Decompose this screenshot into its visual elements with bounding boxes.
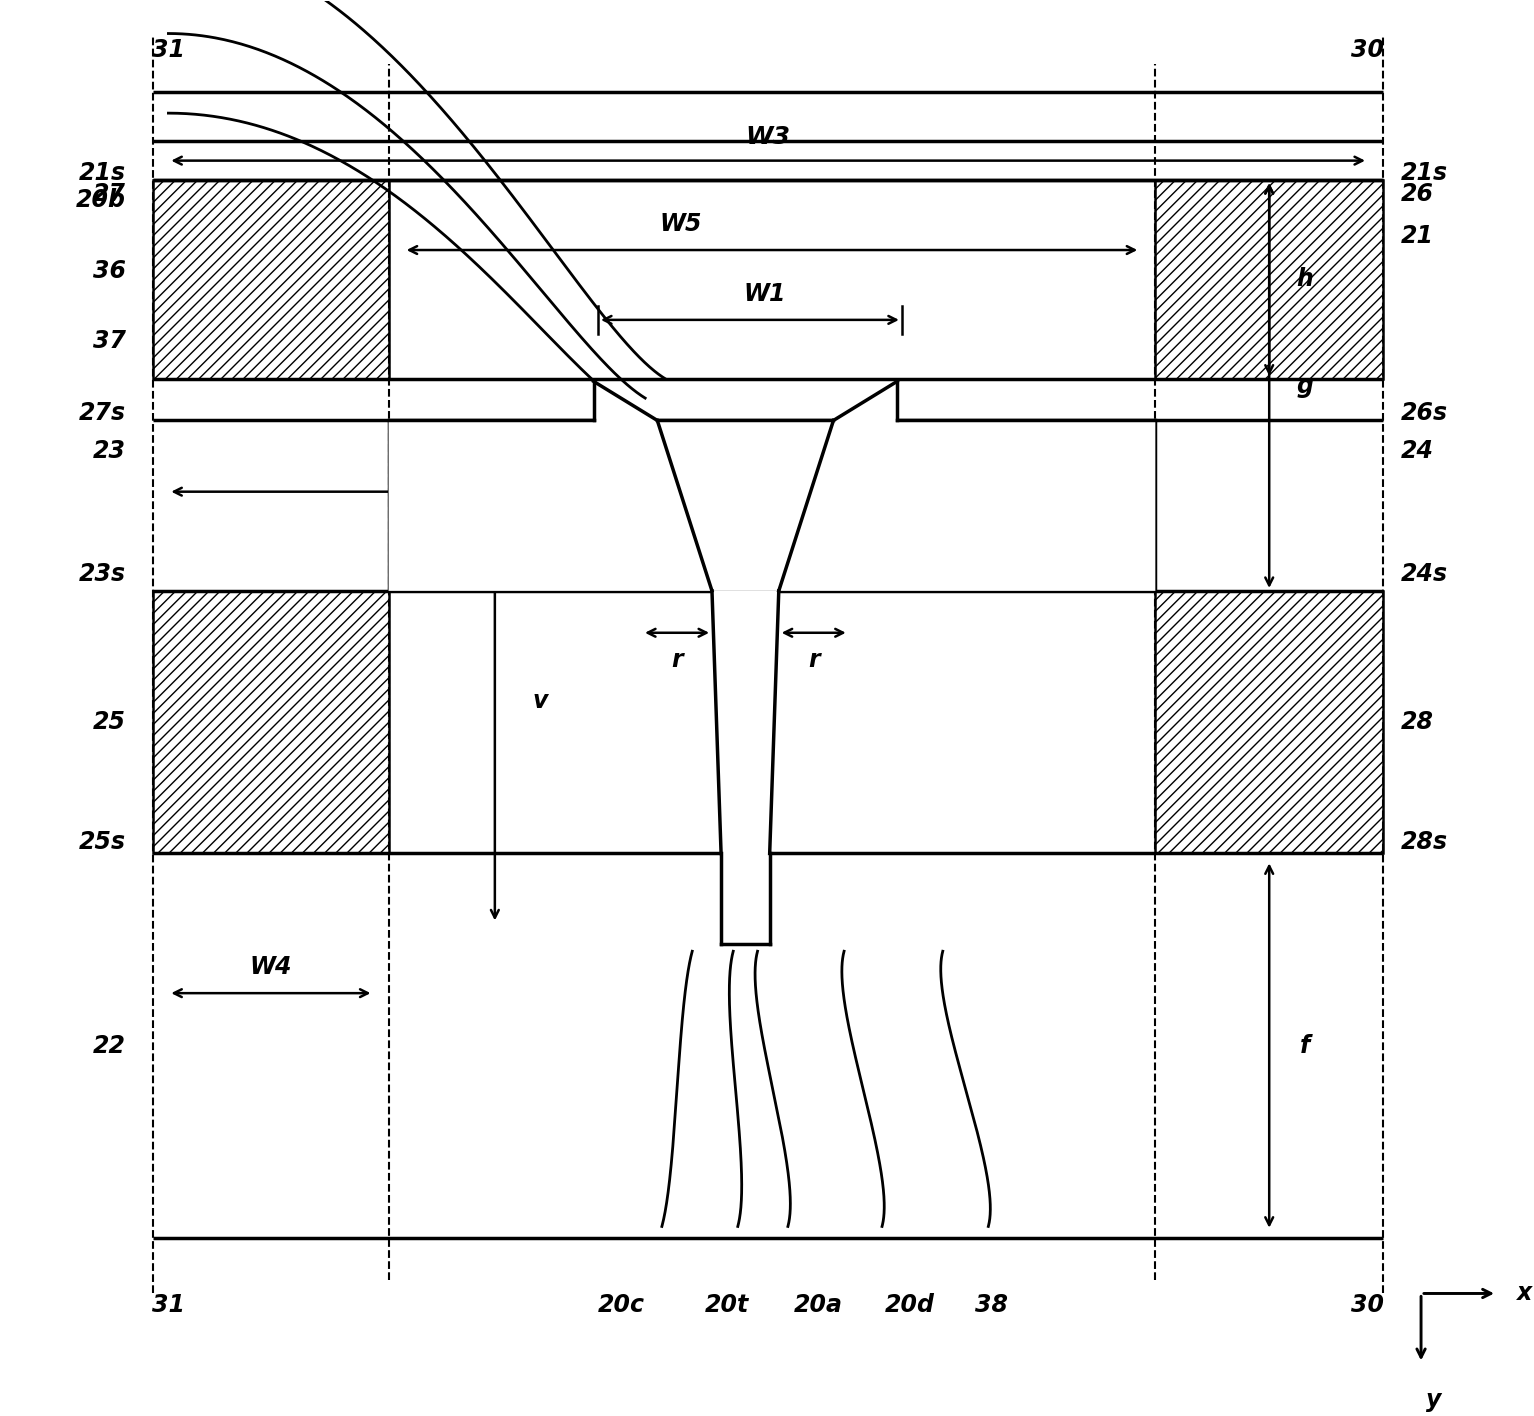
Text: v: v xyxy=(532,690,548,714)
Text: 20d: 20d xyxy=(885,1293,934,1317)
Text: 27s: 27s xyxy=(78,402,126,425)
Polygon shape xyxy=(657,421,833,590)
Text: 27: 27 xyxy=(94,183,126,207)
Text: 20a: 20a xyxy=(793,1293,842,1317)
Polygon shape xyxy=(153,180,388,378)
Text: 24s: 24s xyxy=(1401,562,1448,586)
Text: 30: 30 xyxy=(1351,38,1384,62)
Text: r: r xyxy=(808,649,819,671)
Text: x: x xyxy=(1517,1281,1532,1306)
Text: 24: 24 xyxy=(1401,439,1434,463)
Text: 21s: 21s xyxy=(1401,161,1448,185)
Polygon shape xyxy=(721,854,770,944)
Text: y: y xyxy=(1425,1389,1440,1413)
Text: W2: W2 xyxy=(451,453,494,477)
Text: W1: W1 xyxy=(744,282,787,306)
Polygon shape xyxy=(779,381,1155,590)
Text: f: f xyxy=(1299,1034,1310,1058)
Text: 28s: 28s xyxy=(1401,830,1448,854)
Text: 23s: 23s xyxy=(78,562,126,586)
Text: 31: 31 xyxy=(152,38,186,62)
Text: 23: 23 xyxy=(94,439,126,463)
Text: 28: 28 xyxy=(1401,711,1434,733)
Text: 21: 21 xyxy=(1401,224,1434,248)
Text: 37: 37 xyxy=(94,329,126,353)
Polygon shape xyxy=(153,590,388,854)
Text: 20c: 20c xyxy=(597,1293,644,1317)
Text: 31: 31 xyxy=(152,1293,186,1317)
Text: 26s: 26s xyxy=(1401,402,1448,425)
Text: r: r xyxy=(672,649,683,671)
Text: 25: 25 xyxy=(94,711,126,733)
Polygon shape xyxy=(1155,180,1384,378)
Polygon shape xyxy=(388,381,712,590)
Text: 30: 30 xyxy=(1351,1293,1384,1317)
Text: 26: 26 xyxy=(1401,183,1434,207)
Polygon shape xyxy=(1155,590,1384,854)
Text: 21s: 21s xyxy=(78,161,126,185)
Text: g: g xyxy=(1296,374,1313,398)
Polygon shape xyxy=(712,590,779,854)
Text: 25s: 25s xyxy=(78,830,126,854)
Text: W3: W3 xyxy=(746,126,790,150)
Text: h: h xyxy=(1296,268,1313,292)
Text: 38: 38 xyxy=(974,1293,1008,1317)
Text: 22: 22 xyxy=(94,1034,126,1058)
Text: 20t: 20t xyxy=(706,1293,749,1317)
Text: 20b: 20b xyxy=(77,188,126,212)
Text: W4: W4 xyxy=(250,956,291,980)
Text: 36: 36 xyxy=(94,259,126,283)
Text: W5: W5 xyxy=(660,212,703,236)
